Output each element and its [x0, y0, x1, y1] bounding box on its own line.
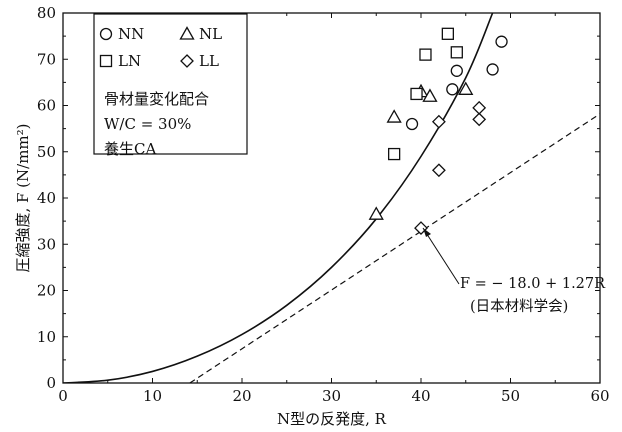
point-ln [410, 87, 423, 101]
point-nn [446, 83, 459, 96]
point-nl [368, 206, 384, 220]
point-ll [431, 163, 446, 178]
legend: NN NL LN LL [93, 13, 248, 155]
legend-label-ll: LL [199, 52, 219, 70]
y-tick-label: 0 [46, 374, 56, 392]
point-ln [419, 48, 432, 61]
note-line: 養生CA [104, 140, 156, 158]
x-tick-label: 50 [501, 387, 520, 405]
legend-marker-nn [99, 27, 113, 41]
annotation-source: (日本材料学会) [470, 298, 568, 315]
x-tick-label: 30 [322, 387, 341, 405]
equation-annotation: F = − 18.0 + 1.27R (日本材料学会) [422, 227, 606, 315]
point-nn [405, 117, 419, 131]
annotation-equation: F = − 18.0 + 1.27R [460, 276, 606, 292]
point-ll [472, 112, 487, 127]
legend-label-nn: NN [118, 25, 144, 43]
point-ln [450, 46, 463, 59]
point-ln [441, 27, 455, 40]
regression-line [189, 113, 600, 383]
legend-marker-ln [99, 54, 113, 68]
axes: 0 10 20 30 40 50 60 0 10 20 30 40 50 60 70 80 N型の反発度, R 圧… [14, 4, 610, 428]
mix-note: 骨材量変化配合 W/C = 30% 養生CA [104, 90, 209, 158]
y-axis-label: 圧縮強度, F (N/mm²) [14, 123, 32, 272]
x-tick-label: 60 [590, 387, 609, 405]
note-line: 骨材量変化配合 [104, 90, 209, 108]
point-nl [458, 81, 474, 95]
x-axis-label: N型の反発度, R [277, 410, 387, 428]
legend-label-nl: NL [199, 25, 222, 43]
legend-marker-ll [180, 54, 194, 68]
data-points [368, 27, 508, 235]
legend-label-ln: LN [118, 52, 141, 70]
point-ll [472, 100, 487, 115]
legend-marker-nl [179, 26, 195, 40]
x-tick-label: 0 [58, 387, 68, 405]
y-tick-label: 30 [37, 235, 56, 253]
point-nn [450, 64, 463, 77]
note-line: W/C = 30% [104, 115, 191, 133]
point-ll [414, 221, 428, 235]
point-nl [386, 109, 402, 123]
point-nl [422, 88, 438, 102]
y-tick-label: 20 [37, 282, 56, 300]
y-tick-label: 10 [37, 328, 56, 346]
x-tick-label: 40 [411, 387, 430, 405]
legend-box [93, 13, 248, 155]
y-tick-label: 40 [37, 189, 56, 207]
point-nn [486, 63, 499, 76]
x-tick-label: 10 [143, 387, 162, 405]
point-ll [431, 114, 446, 129]
y-tick-label: 80 [37, 4, 56, 22]
annotation-arrowhead [423, 228, 431, 237]
x-tick-label: 20 [232, 387, 251, 405]
point-nn [495, 35, 508, 48]
y-tick-label: 70 [37, 50, 56, 68]
y-tick-label: 60 [37, 97, 56, 115]
annotation-leader [422, 227, 460, 285]
point-ln [387, 147, 401, 161]
y-tick-label: 50 [37, 143, 56, 161]
